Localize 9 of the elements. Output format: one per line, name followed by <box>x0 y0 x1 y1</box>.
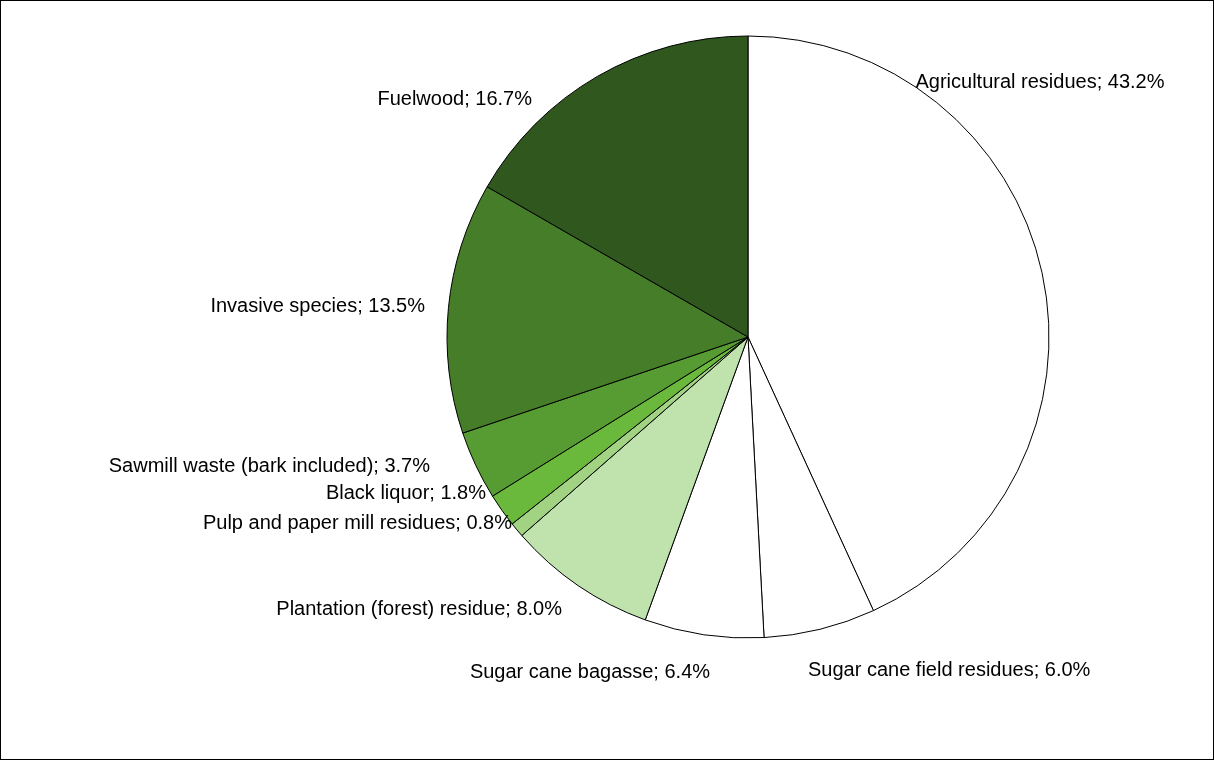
slice-label: Sugar cane bagasse; 6.4% <box>469 660 711 682</box>
slice-label: Sawmill waste (bark included); 3.7% <box>108 454 431 476</box>
slice-label: Agricultural residues; 43.2% <box>915 70 1165 92</box>
slice-label: Black liquor; 1.8% <box>325 481 487 503</box>
slice-label: Fuelwood; 16.7% <box>377 87 533 109</box>
slice-label: Invasive species; 13.5% <box>210 294 426 316</box>
slice-label: Sugar cane field residues; 6.0% <box>808 658 1091 680</box>
slice-label: Plantation (forest) residue; 8.0% <box>276 597 563 619</box>
slice-label: Pulp and paper mill residues; 0.8% <box>202 511 513 533</box>
